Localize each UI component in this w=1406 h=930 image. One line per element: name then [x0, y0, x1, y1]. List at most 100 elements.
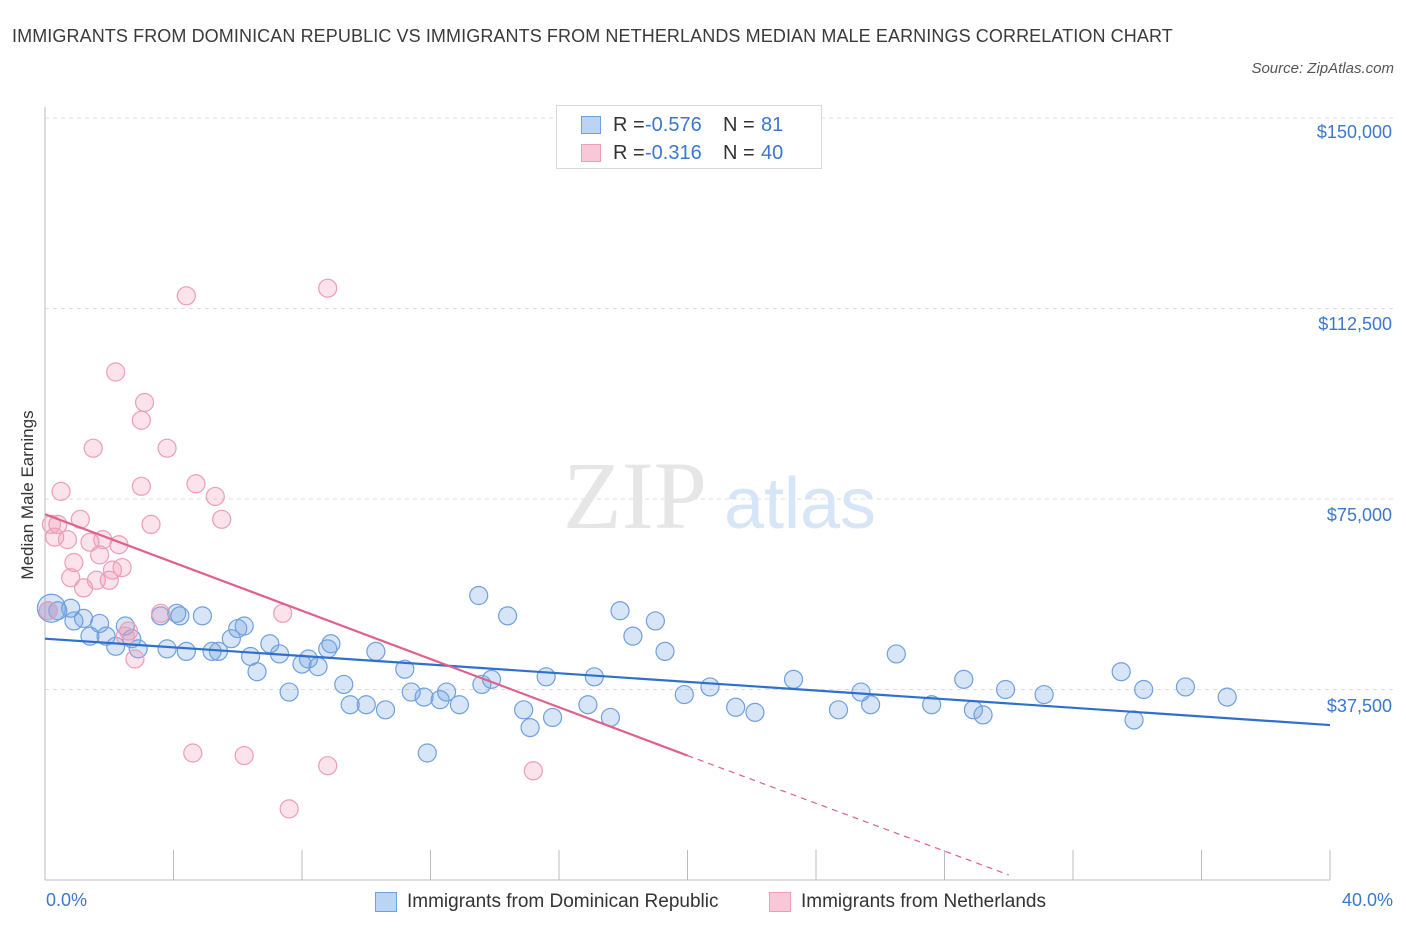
point-dominican — [469, 585, 489, 606]
point-netherlands — [90, 545, 110, 565]
point-netherlands — [234, 745, 254, 766]
watermark-atlas: atlas — [724, 464, 876, 544]
point-dominican — [954, 669, 974, 689]
point-dominican — [436, 682, 457, 702]
point-netherlands — [64, 552, 84, 573]
point-netherlands — [318, 756, 338, 776]
legend-n-label: N = — [723, 141, 755, 164]
x-tick-min: 0.0% — [46, 890, 88, 910]
bottom-legend-label-netherlands: Immigrants from Netherlands — [801, 891, 1046, 912]
point-dominican — [542, 707, 563, 728]
point-dominican — [430, 690, 450, 710]
legend-n-value: 40 — [761, 141, 784, 164]
legend-r-label: R = — [613, 113, 645, 136]
legend-r-value: -0.316 — [645, 141, 702, 164]
point-dominican — [973, 705, 993, 725]
point-dominican — [340, 695, 360, 715]
y-tick-75000: $75,000 — [1326, 505, 1392, 525]
legend-swatch-blue — [581, 116, 601, 134]
trend-lines — [44, 513, 1331, 876]
point-netherlands — [57, 530, 78, 550]
point-netherlands — [212, 509, 232, 529]
point-netherlands — [51, 481, 71, 501]
bottom-legend-label-dominican: Immigrants from Dominican Republic — [407, 891, 719, 912]
grid-lines — [45, 117, 1395, 690]
trend-extension-netherlands — [687, 754, 1009, 876]
point-netherlands — [106, 362, 126, 382]
point-dominican — [1111, 662, 1131, 682]
bottom-legend-swatch-blue — [375, 892, 397, 912]
y-tick-37500: $37,500 — [1326, 696, 1392, 716]
point-dominican — [861, 695, 881, 715]
point-dominican — [170, 606, 190, 626]
point-dominican — [995, 679, 1016, 700]
point-netherlands — [279, 799, 299, 819]
point-netherlands — [523, 761, 543, 781]
point-dominican — [514, 700, 534, 720]
point-dominican — [192, 606, 213, 626]
point-netherlands — [151, 603, 171, 623]
point-netherlands — [131, 476, 151, 496]
point-dominican — [520, 717, 540, 738]
point-dominican — [401, 682, 421, 702]
point-dominican — [1034, 684, 1054, 705]
trend-line-dominican — [44, 637, 1331, 727]
point-netherlands — [131, 410, 151, 430]
source-label: Source: ZipAtlas.com — [1251, 60, 1394, 77]
point-dominican — [498, 606, 518, 626]
point-netherlands — [61, 568, 81, 588]
point-dominican — [366, 641, 386, 662]
point-dominican — [298, 649, 319, 669]
point-dominican — [745, 702, 765, 722]
bottom-legend-dominican: Immigrants from Dominican Republic — [375, 889, 719, 915]
point-dominican — [167, 603, 187, 623]
point-netherlands — [186, 474, 206, 494]
point-dominican — [73, 608, 94, 628]
point-dominican — [655, 641, 675, 662]
point-dominican — [395, 659, 415, 679]
watermark-zip: ZIP — [563, 442, 707, 549]
point-dominican — [449, 695, 470, 715]
point-netherlands — [157, 438, 177, 458]
point-dominican — [610, 601, 630, 621]
point-dominican — [674, 684, 694, 705]
correlation-legend: R = -0.576 N = 81 R = -0.316 N = 40 — [556, 105, 822, 169]
point-dominican — [61, 598, 81, 618]
legend-row-netherlands: R = -0.316 N = 40 — [581, 141, 783, 165]
point-dominican — [279, 682, 299, 702]
point-netherlands — [141, 514, 161, 535]
point-dominican — [1217, 687, 1237, 707]
legend-swatch-pink — [581, 144, 601, 162]
point-netherlands — [205, 486, 225, 507]
point-dominican — [106, 636, 126, 656]
point-dominican — [321, 634, 341, 654]
bottom-legend-swatch-pink — [769, 892, 791, 912]
point-netherlands — [118, 621, 139, 641]
point-dominican — [221, 629, 241, 649]
point-dominican — [417, 743, 437, 763]
watermark: ZIP atlas — [563, 442, 876, 549]
point-dominican — [1175, 677, 1196, 697]
legend-n-value: 81 — [761, 113, 784, 136]
point-netherlands — [38, 601, 58, 621]
point-netherlands — [41, 514, 62, 535]
point-dominican — [828, 700, 849, 720]
point-dominican — [1124, 710, 1144, 730]
point-dominican — [536, 667, 556, 687]
point-dominican — [234, 616, 254, 636]
point-netherlands — [183, 743, 203, 763]
point-dominican — [922, 695, 942, 715]
point-dominican — [356, 695, 376, 715]
point-dominican — [726, 697, 746, 717]
point-dominican — [783, 669, 804, 689]
point-netherlands — [125, 649, 145, 669]
x-tick-max: 40.0% — [1341, 890, 1393, 910]
point-netherlands — [176, 286, 196, 306]
legend-r-value: -0.576 — [645, 113, 702, 136]
point-dominican — [308, 657, 328, 677]
point-dominican — [886, 644, 906, 664]
point-dominican — [1134, 679, 1154, 700]
legend-row-dominican: R = -0.576 N = 81 — [581, 113, 783, 137]
data-points — [36, 278, 1237, 819]
